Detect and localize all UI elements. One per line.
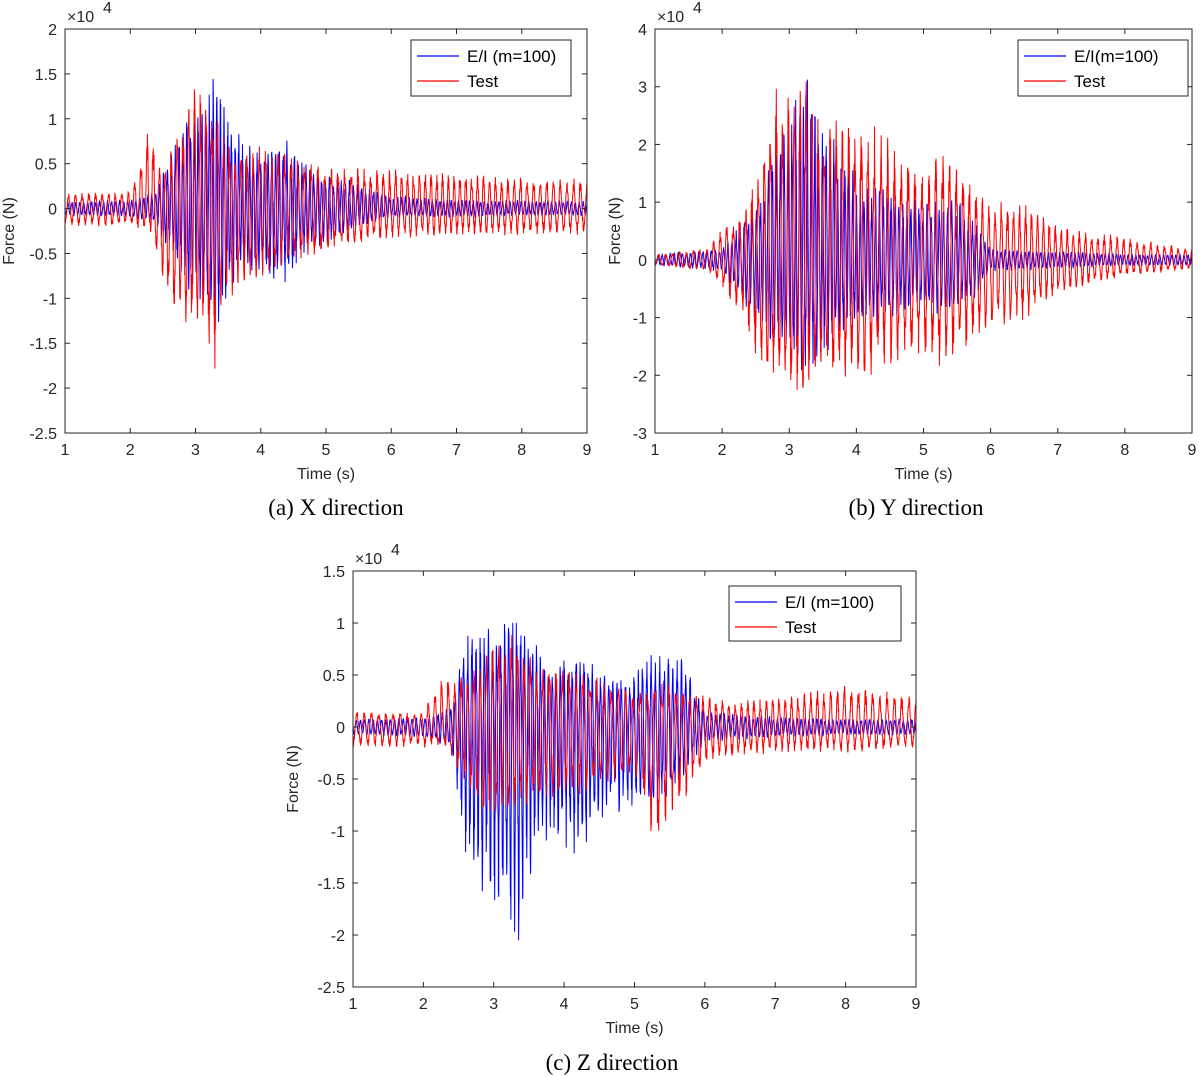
x-tick-label: 2 (419, 996, 428, 1013)
x-tick-label: 6 (986, 442, 995, 459)
x-tick-label: 6 (387, 442, 396, 459)
x-tick-label: 9 (583, 442, 592, 459)
chart-panel-1: 1 2 3 4 5 6 7 8 9 2 1.5 1 0.5 0 -0.5 -1 -1.5 -2 -2.5 ×10 4 Ti… (1, 0, 592, 520)
x-tick-label: 3 (191, 442, 200, 459)
x-tick-label: 7 (1053, 442, 1062, 459)
legend-entry: E/I(m=100) (1074, 47, 1159, 66)
chart-panel-2: 1 2 3 4 5 6 7 8 9 4 3 2 1 0 -1 -2 -3 ×10 4 Time (s) Force (N… (607, 0, 1197, 520)
y-tick-label: -1 (331, 824, 345, 841)
x-tick-label: 9 (912, 996, 921, 1013)
y-axis-label: Force (N) (607, 197, 624, 265)
legend-box (728, 585, 902, 642)
figure-caption: (a) X direction (268, 495, 404, 520)
y-exponent-label: ×10 (67, 9, 94, 26)
y-exponent-power: 4 (391, 542, 400, 559)
y-axis-label: Force (N) (1, 197, 18, 265)
x-tick-label: 3 (785, 442, 794, 459)
y-tick-label: 1.5 (35, 67, 57, 84)
y-tick-label: -2 (43, 381, 57, 398)
y-tick-label: 3 (638, 80, 647, 97)
y-tick-label: 1 (638, 195, 647, 212)
y-tick-label: -1 (43, 291, 57, 308)
y-tick-label: -1 (633, 311, 647, 328)
x-tick-label: 3 (489, 996, 498, 1013)
x-tick-label: 1 (349, 996, 358, 1013)
figure-caption: (b) Y direction (849, 495, 984, 520)
x-axis-label: Time (s) (297, 466, 355, 483)
x-tick-label: 8 (517, 442, 526, 459)
x-tick-label: 1 (61, 442, 70, 459)
x-tick-label: 9 (1188, 442, 1197, 459)
x-tick-label: 5 (919, 442, 928, 459)
y-tick-label: -3 (633, 426, 647, 443)
y-tick-label: -2.5 (317, 980, 345, 997)
y-exponent-power: 4 (693, 0, 702, 17)
y-tick-label: -0.5 (317, 772, 345, 789)
series-line-test (65, 89, 587, 369)
legend: E/I(m=100) Test (1017, 39, 1189, 97)
y-tick-label: 1 (336, 616, 345, 633)
y-tick-label: 0 (638, 253, 647, 270)
legend-entry: E/I (m=100) (467, 47, 556, 66)
y-tick-label: 0.5 (35, 157, 57, 174)
x-tick-label: 7 (452, 442, 461, 459)
y-tick-label: -1.5 (317, 876, 345, 893)
y-tick-label: 0 (336, 720, 345, 737)
x-tick-label: 4 (852, 442, 861, 459)
legend-entry: Test (1074, 72, 1105, 91)
legend: E/I (m=100) Test (728, 585, 902, 642)
x-tick-label: 6 (700, 996, 709, 1013)
y-tick-label: -1.5 (29, 336, 57, 353)
legend-entry: E/I (m=100) (785, 593, 874, 612)
x-tick-label: 2 (126, 442, 135, 459)
x-tick-label: 2 (718, 442, 727, 459)
series-line-test (655, 81, 1192, 390)
y-tick-label: -2.5 (29, 426, 57, 443)
legend: E/I (m=100) Test (410, 39, 572, 97)
chart-panel-3: 1 2 3 4 5 6 7 8 9 1.5 1 0.5 0 -0.5 -1 -1.5 -2 -2.5 ×10 4 Tim… (285, 542, 921, 1075)
y-tick-label: 4 (638, 22, 647, 39)
legend-box (1017, 39, 1189, 97)
y-tick-label: 1.5 (323, 564, 345, 581)
x-tick-label: 5 (630, 996, 639, 1013)
x-axis-label: Time (s) (894, 466, 952, 483)
x-tick-label: 1 (651, 442, 660, 459)
series-line-test (353, 634, 916, 831)
y-tick-label: 2 (48, 22, 57, 39)
x-tick-label: 5 (322, 442, 331, 459)
y-tick-label: -0.5 (29, 246, 57, 263)
y-tick-label: 2 (638, 137, 647, 154)
y-tick-label: 0 (48, 202, 57, 219)
x-tick-label: 4 (256, 442, 265, 459)
x-tick-label: 8 (841, 996, 850, 1013)
x-tick-label: 4 (560, 996, 569, 1013)
x-tick-label: 7 (771, 996, 780, 1013)
legend-entry: Test (785, 618, 816, 637)
legend-box (410, 39, 572, 97)
y-exponent-power: 4 (103, 0, 112, 17)
y-tick-label: 0.5 (323, 668, 345, 685)
y-exponent-label: ×10 (657, 9, 684, 26)
x-axis-label: Time (s) (605, 1020, 663, 1037)
y-exponent-label: ×10 (355, 551, 382, 568)
y-axis-label: Force (N) (285, 745, 302, 813)
figure-caption: (c) Z direction (546, 1050, 679, 1075)
y-tick-label: -2 (633, 368, 647, 385)
y-tick-label: 1 (48, 112, 57, 129)
x-tick-label: 8 (1120, 442, 1129, 459)
y-tick-label: -2 (331, 928, 345, 945)
legend-entry: Test (467, 72, 498, 91)
